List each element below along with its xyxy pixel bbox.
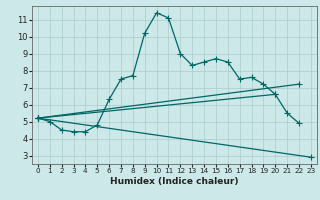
X-axis label: Humidex (Indice chaleur): Humidex (Indice chaleur) (110, 177, 239, 186)
